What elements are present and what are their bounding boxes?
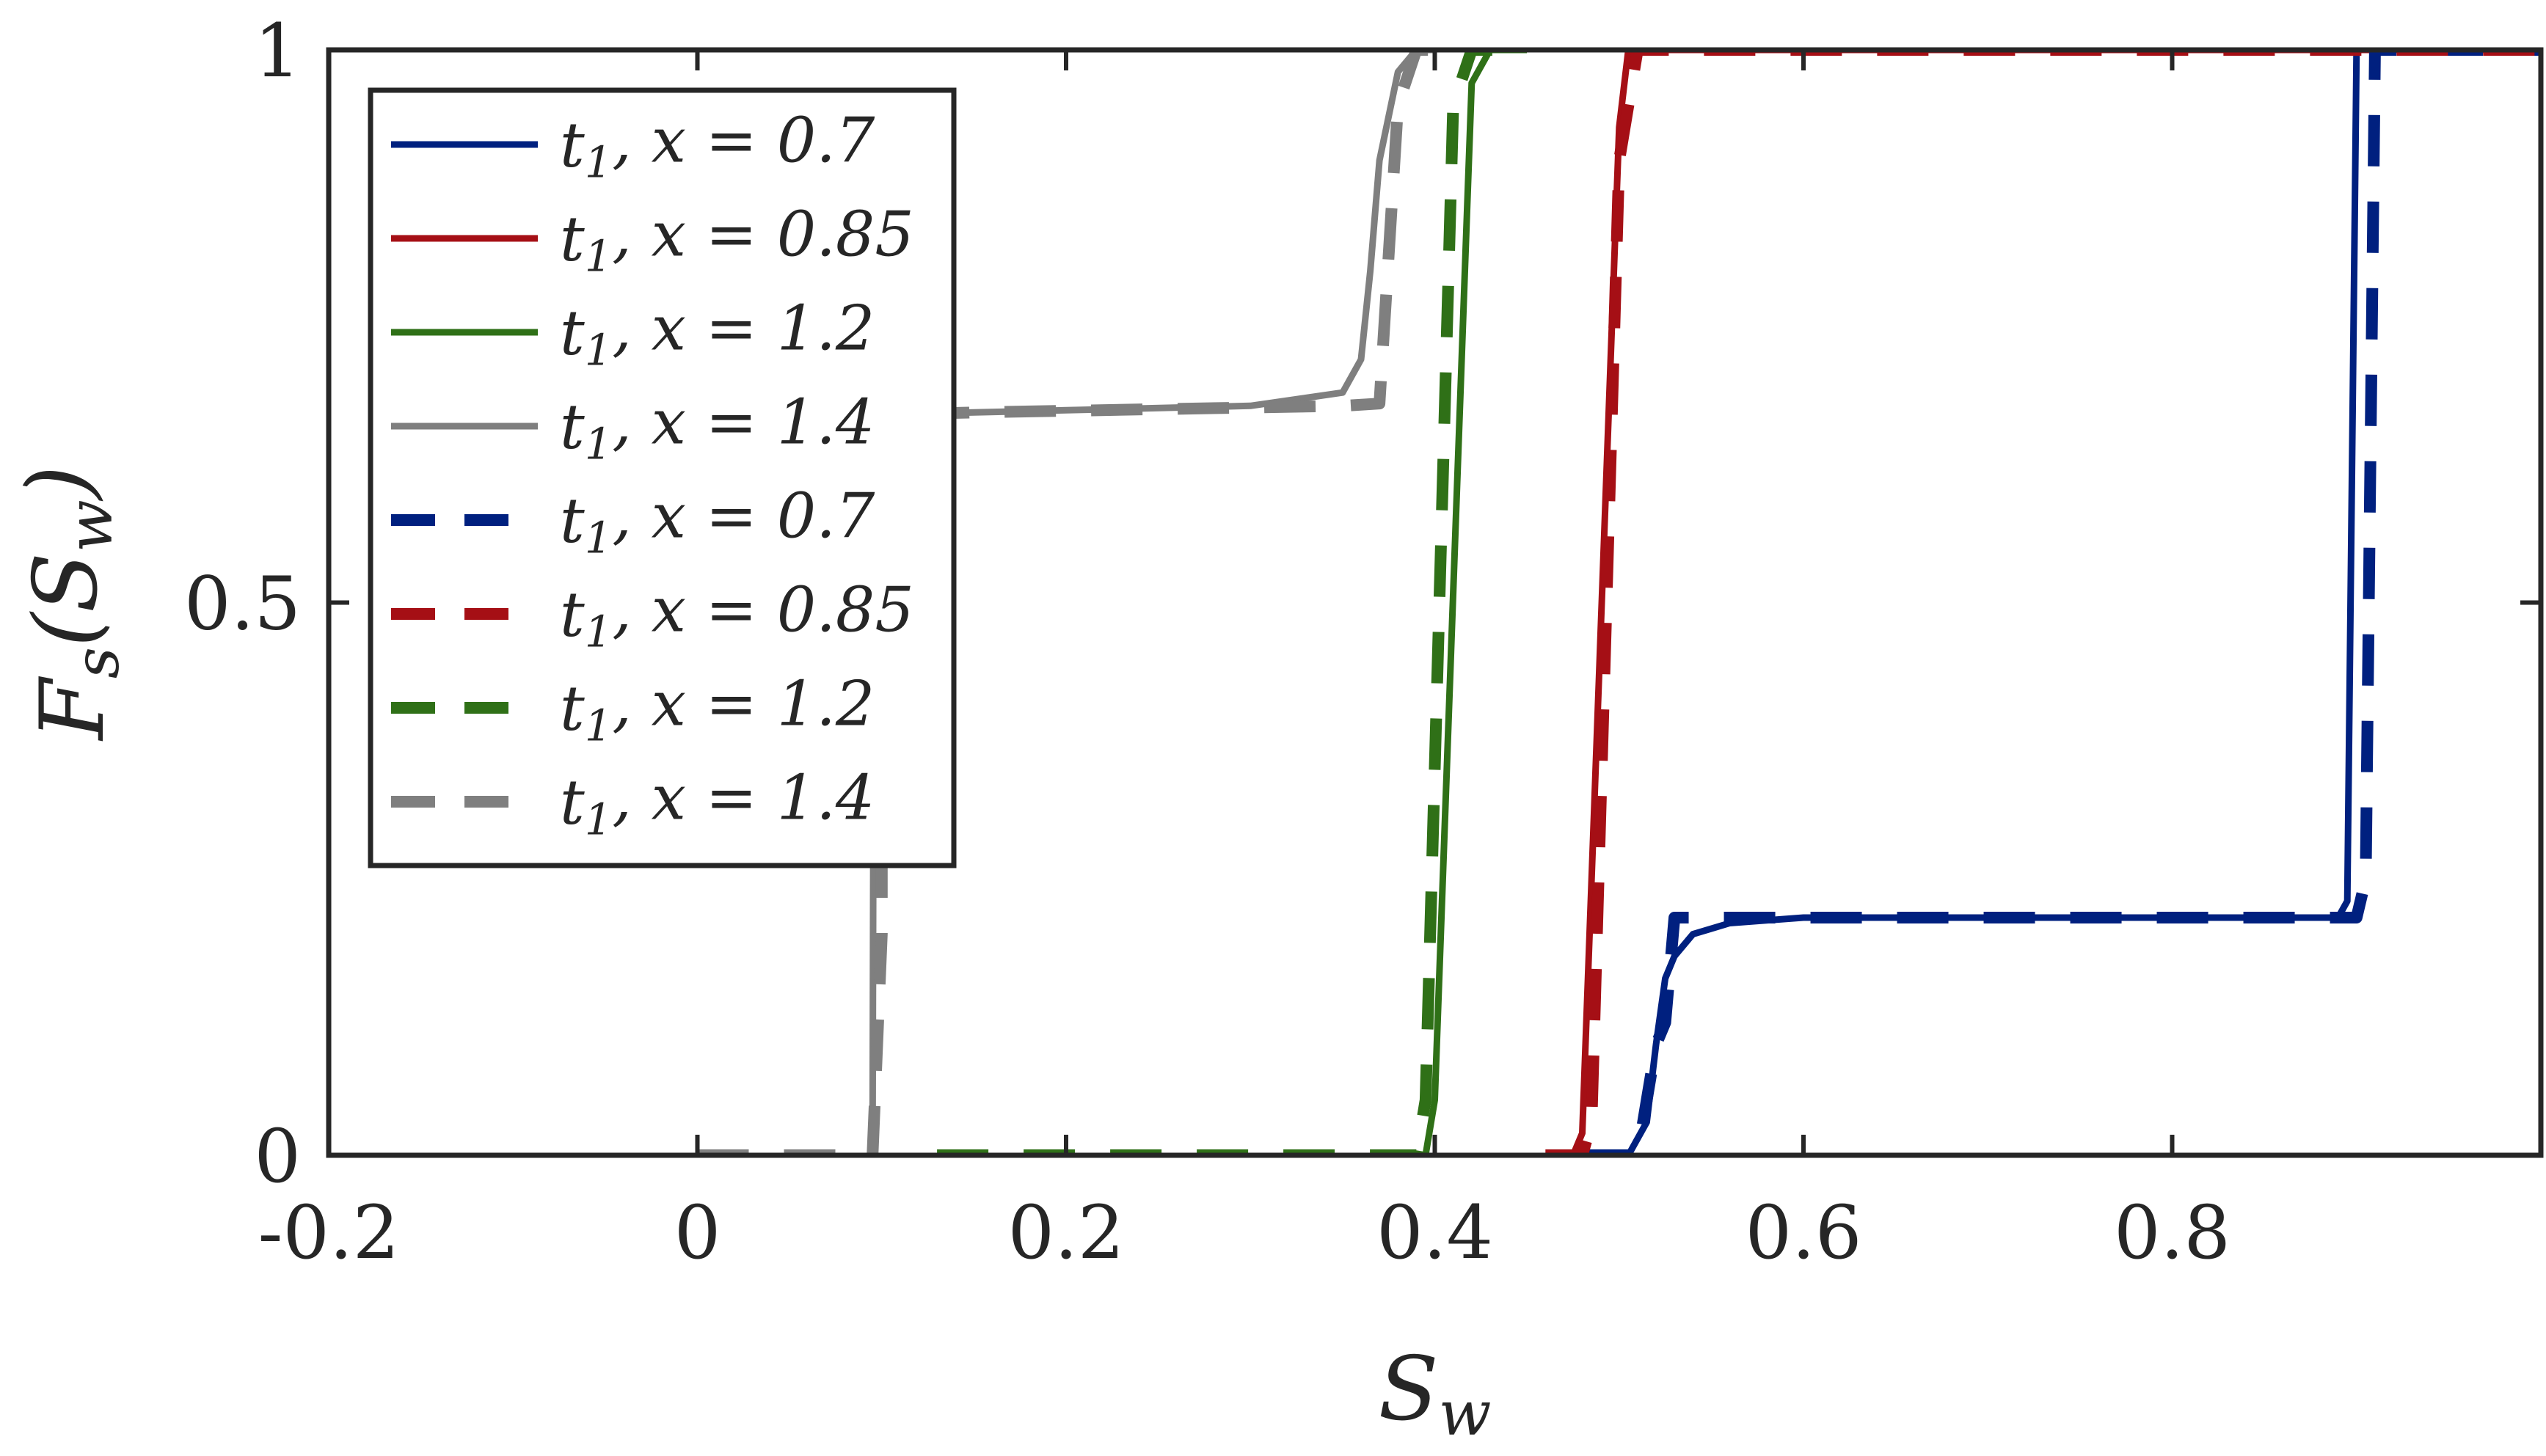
x-tick-label: -0.2 bbox=[258, 1190, 400, 1276]
y-tick-label: 0 bbox=[254, 1113, 301, 1199]
legend-label: t1​, x = 1.2 bbox=[560, 293, 875, 376]
series-line-1-solid bbox=[1582, 50, 2541, 1155]
x-tick-label: 0.4 bbox=[1376, 1190, 1493, 1276]
series-line-3-solid bbox=[1422, 50, 1528, 1155]
x-tick-label: 0.2 bbox=[1007, 1190, 1124, 1276]
x-tick-label: 0 bbox=[674, 1190, 721, 1276]
y-tick-label: 1 bbox=[254, 8, 301, 94]
series-line-7-dashed bbox=[937, 50, 1500, 1155]
series-line-5-dashed bbox=[1582, 50, 2541, 1155]
series-line-4-solid bbox=[869, 50, 1435, 1155]
legend-label: t1​, x = 0.7 bbox=[560, 105, 875, 188]
x-tick-label: 0.6 bbox=[1745, 1190, 1861, 1276]
legend-label: t1​, x = 0.85 bbox=[560, 199, 914, 282]
series-line-6-dashed bbox=[1545, 50, 2541, 1155]
x-tick-label: 0.8 bbox=[2114, 1190, 2231, 1276]
legend-label: t1​, x = 0.85 bbox=[560, 574, 914, 657]
legend-label: t1​, x = 1.2 bbox=[560, 668, 875, 751]
legend-label: t1​, x = 1.4 bbox=[560, 387, 875, 469]
x-axis-label: Sw​ bbox=[1378, 1339, 1491, 1449]
series-line-2-solid bbox=[1569, 50, 2541, 1155]
legend-label: t1​, x = 1.4 bbox=[560, 762, 875, 845]
plot-area bbox=[697, 50, 2541, 1155]
y-axis-label: Fs​(Sw​) bbox=[9, 465, 133, 741]
legend-box bbox=[368, 87, 957, 868]
legend-label: t1​, x = 0.7 bbox=[560, 480, 875, 563]
y-tick-label: 0.5 bbox=[184, 561, 301, 647]
legend: t1​, x = 0.7 t1​, x = 0.85 t1​, x = 1.2 t1​… bbox=[368, 87, 957, 868]
